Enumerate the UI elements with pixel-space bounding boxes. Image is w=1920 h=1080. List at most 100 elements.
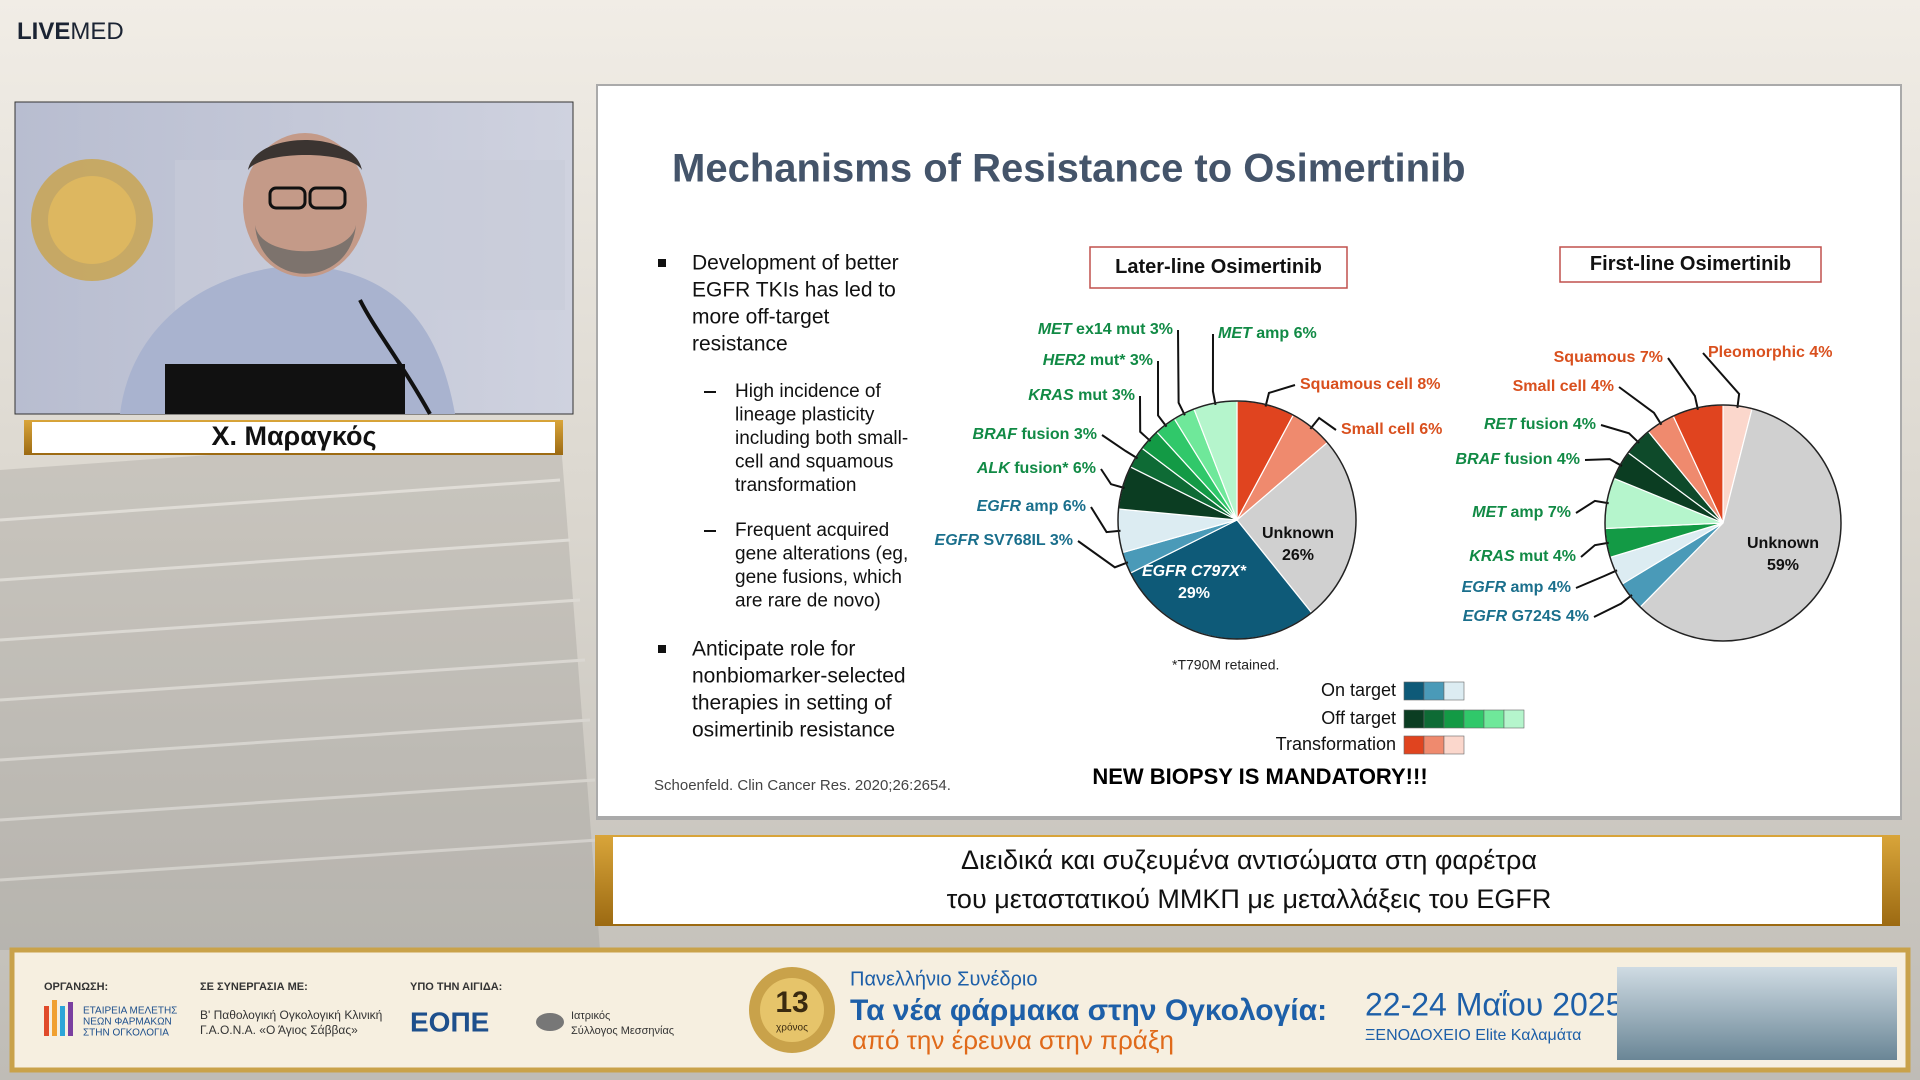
value-label: 4% bbox=[1573, 416, 1596, 433]
slice-label: Small cell 4% bbox=[1513, 378, 1614, 395]
gene-name: ALK bbox=[976, 460, 1011, 477]
value-label: 3% bbox=[1112, 387, 1135, 404]
speaker-name: Χ. Μαραγκός bbox=[211, 421, 376, 451]
gene-name: EGFR bbox=[935, 532, 980, 549]
chart-title-box bbox=[1559, 246, 1822, 283]
slice-label: BRAF fusion 4% bbox=[1456, 451, 1580, 468]
caption-box bbox=[613, 837, 1882, 924]
legend-swatch bbox=[1423, 709, 1445, 729]
category-rest: fusion bbox=[1017, 426, 1069, 443]
slice-label: MET ex14 mut 3% bbox=[1038, 321, 1173, 338]
category-rest: amp bbox=[1252, 325, 1290, 342]
slice-value-label: 29% bbox=[1178, 585, 1210, 602]
caption-line: του μεταστατικού ΜΜΚΠ με μεταλλάξεις του… bbox=[947, 884, 1552, 914]
legend-swatch bbox=[1443, 709, 1465, 729]
category-name: Squamous cell bbox=[1300, 376, 1413, 393]
gene-name: EGFR bbox=[977, 498, 1022, 515]
pie-outline bbox=[1117, 400, 1357, 640]
slice-label: MET amp 7% bbox=[1472, 504, 1571, 521]
gene-name: MET bbox=[1038, 321, 1073, 338]
value-label: 6% bbox=[1073, 460, 1096, 477]
leader-line bbox=[1211, 333, 1217, 406]
category-rest: SV768IL bbox=[979, 532, 1046, 549]
legend-swatch bbox=[1403, 735, 1425, 755]
category-rest: amp bbox=[1506, 579, 1544, 596]
leader-line bbox=[1593, 594, 1633, 618]
leader-line bbox=[1584, 458, 1623, 467]
slice-value-label: 26% bbox=[1282, 547, 1314, 564]
subbullet-text: gene alterations (eg, bbox=[735, 544, 908, 565]
bullet-square bbox=[658, 259, 666, 267]
value-label: 4% bbox=[1566, 608, 1589, 625]
logo: LIVEMED bbox=[17, 18, 124, 45]
pie-chart: First-line Osimertinib Pleomorphic 4% Unkn… bbox=[1456, 246, 1842, 642]
value-label: 4% bbox=[1557, 451, 1580, 468]
value-label: 4% bbox=[1591, 378, 1614, 395]
gene-name: BRAF bbox=[973, 426, 1019, 443]
bullet-text: Anticipate role for bbox=[692, 638, 855, 661]
pie-outline bbox=[1604, 404, 1842, 642]
value-label: 7% bbox=[1548, 504, 1571, 521]
gene-name: RET bbox=[1484, 416, 1517, 433]
value-label: 3% bbox=[1130, 352, 1153, 369]
leader-line bbox=[1090, 506, 1121, 534]
chart-title-box bbox=[1089, 246, 1348, 289]
leader-line bbox=[1139, 395, 1152, 442]
leader-line bbox=[1667, 357, 1699, 410]
legend-swatch bbox=[1403, 709, 1425, 729]
badge-inner bbox=[760, 978, 824, 1042]
gene-name: EGFR bbox=[1462, 579, 1507, 596]
bullet-text: nonbiomarker-selected bbox=[692, 665, 906, 688]
legend-label: Transformation bbox=[1276, 734, 1396, 754]
slice-label: BRAF fusion 3% bbox=[973, 426, 1097, 443]
gene-name: HER2 bbox=[1043, 352, 1086, 369]
legend-swatch bbox=[1443, 735, 1465, 755]
bullet-text: more off-target bbox=[692, 306, 830, 329]
legend-swatch bbox=[1423, 735, 1445, 755]
subbullet-text: High incidence of bbox=[735, 381, 881, 402]
category-rest: mut bbox=[1515, 548, 1549, 565]
leader-line bbox=[1264, 384, 1296, 407]
category-rest: fusion bbox=[1500, 451, 1552, 468]
stadium-steps bbox=[0, 430, 600, 950]
category-rest: amp bbox=[1021, 498, 1059, 515]
leader-line bbox=[1100, 468, 1125, 489]
caption-line: Διειδικά και συζευμένα αντισώματα στη φα… bbox=[961, 845, 1537, 875]
slice-label: Small cell 6% bbox=[1341, 421, 1442, 438]
bullet-text: Development of better bbox=[692, 252, 899, 275]
value-label: 6% bbox=[1294, 325, 1317, 342]
badge-number: 13 bbox=[775, 986, 808, 1019]
value-label: 6% bbox=[1419, 421, 1442, 438]
leader-line bbox=[1101, 434, 1139, 460]
category-rest: mut bbox=[1074, 387, 1108, 404]
slide-title: Mechanisms of Resistance to Osimertinib bbox=[672, 147, 1466, 191]
leader-line bbox=[1309, 416, 1337, 431]
footer-text: ΣΤΗΝ ΟΓΚΟΛΟΓΙΑ bbox=[83, 1028, 169, 1039]
leader-line bbox=[1575, 569, 1618, 589]
category-name: Small cell bbox=[1513, 378, 1587, 395]
gene-name: EGFR bbox=[1463, 608, 1508, 625]
event-venue: ΞΕΝΟΔΟΧΕΙΟ Elite Καλαμάτα bbox=[1365, 1027, 1581, 1044]
slice-label: RET fusion 4% bbox=[1484, 416, 1596, 433]
gene-name: MET bbox=[1218, 325, 1253, 342]
legend-swatch bbox=[1423, 681, 1445, 701]
leader-line bbox=[1157, 360, 1168, 428]
footer-label: ΣΕ ΣΥΝΕΡΓΑΣΙΑ ΜΕ: bbox=[200, 981, 308, 993]
bullet-square bbox=[658, 645, 666, 653]
category-rest: fusion* bbox=[1010, 460, 1069, 477]
society-logo bbox=[536, 1013, 564, 1031]
slice-label: KRAS mut 4% bbox=[1469, 548, 1576, 565]
value-label: 4% bbox=[1553, 548, 1576, 565]
bullet-text: therapies in setting of bbox=[692, 692, 892, 715]
gene-name: MET bbox=[1472, 504, 1507, 521]
badge-text: χρόνος bbox=[776, 1022, 808, 1034]
subbullet-text: Frequent acquired bbox=[735, 520, 889, 541]
value-label: 7% bbox=[1640, 349, 1663, 366]
footer-text: ΕΤΑΙΡΕΙΑ ΜΕΛΕΤΗΣ bbox=[83, 1006, 177, 1017]
subbullet-text: cell and squamous bbox=[735, 452, 893, 473]
gene-name: KRAS bbox=[1028, 387, 1074, 404]
event-dates: 22-24 Μαΐου 2025 bbox=[1365, 986, 1623, 1022]
legend-swatch bbox=[1463, 709, 1485, 729]
category-name: Pleomorphic bbox=[1708, 344, 1805, 361]
